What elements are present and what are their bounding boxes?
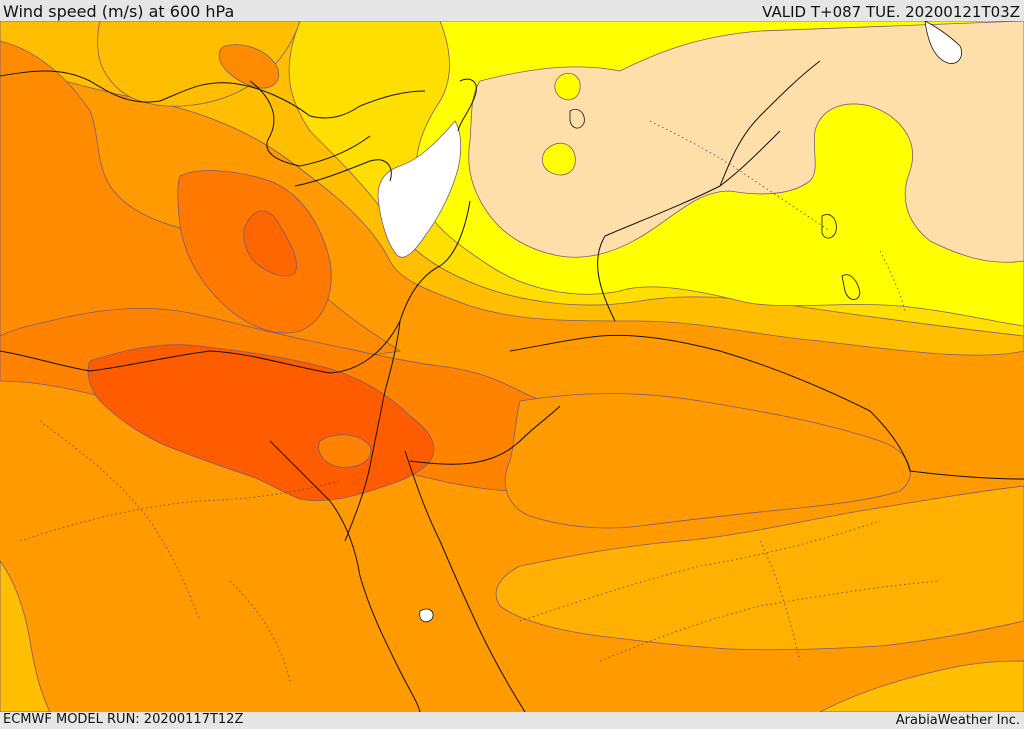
contour-amber-west-edge: [0, 560, 51, 712]
contour-orange-inset: [318, 434, 372, 468]
contour-red-orange-west: [243, 210, 297, 277]
valid-time-label: VALID T+087 TUE. 20200121T03Z: [762, 3, 1020, 21]
contour-yellow-blob: [541, 142, 576, 176]
map-canvas[interactable]: [0, 21, 1024, 712]
admin-boundaries: [19, 120, 941, 682]
contour-calm: [377, 120, 462, 258]
map-title: Wind speed (m/s) at 600 hPa: [3, 2, 235, 21]
small-water-bodies: [569, 108, 861, 300]
model-run-label: ECMWF MODEL RUN: 20200117T12Z: [3, 712, 244, 727]
contour-yellow-blob-2: [554, 72, 581, 101]
lakes: [419, 21, 963, 623]
contour-light-east: [468, 21, 1024, 263]
contour-orange-east: [504, 393, 911, 529]
contour-orange-northwest: [218, 44, 280, 89]
contour-amber-south-edge: [819, 660, 1024, 712]
contour-amber-southeast: [495, 485, 1024, 651]
coastlines: [0, 60, 1024, 712]
footer-bar: ECMWF MODEL RUN: 20200117T12Z ArabiaWeat…: [0, 712, 1024, 729]
header-bar: Wind speed (m/s) at 600 hPa VALID T+087 …: [0, 0, 1024, 21]
credit-label: ArabiaWeather Inc.: [895, 713, 1020, 728]
